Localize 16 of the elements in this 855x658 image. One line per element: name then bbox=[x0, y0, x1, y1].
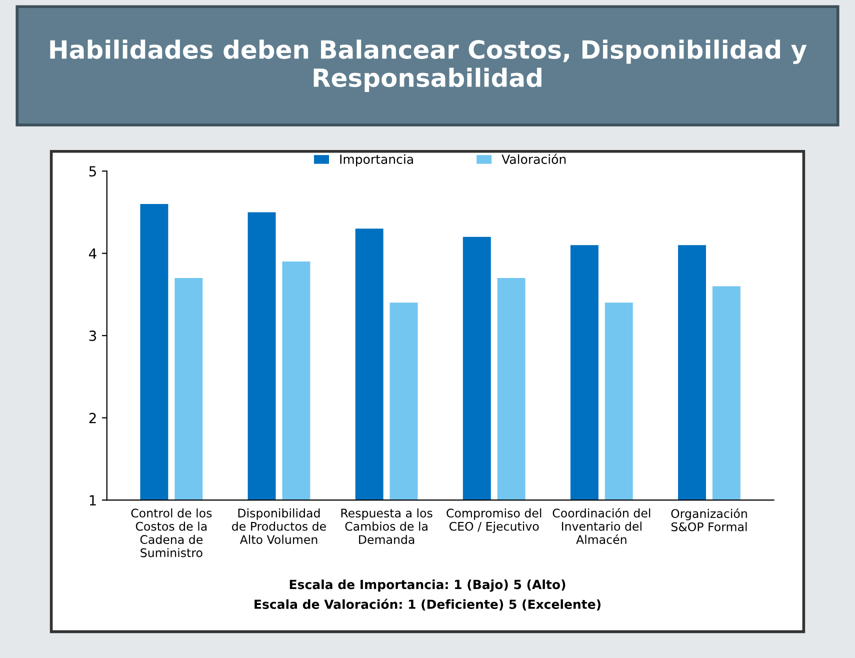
legend-label: Valoración bbox=[502, 154, 566, 164]
x-tick-label: Organización S&OP Formal bbox=[671, 508, 747, 532]
x-tick-label: Disponibilidad de Productos de Alto Volumen bbox=[232, 508, 326, 544]
legend-label: Importancia bbox=[340, 154, 413, 166]
text: Escala de Importancia: 1 (Bajo) 5 (Alto) bbox=[290, 580, 566, 592]
y-tick-label: 5 bbox=[89, 166, 96, 177]
y-tick-label: 1 bbox=[90, 495, 96, 506]
x-tick-label: Coordinación del Inventario del Almacén bbox=[552, 508, 650, 544]
chart-title: Habilidades deben Balancear Costos, Disponibilidad y Responsabilidad bbox=[50, 40, 807, 92]
y-tick-label: 3 bbox=[89, 330, 96, 342]
x-tick-label: Respuesta a los Cambios de la Demanda bbox=[341, 508, 432, 544]
y-tick-label: 4 bbox=[88, 248, 96, 259]
text: Escala de Valoración: 1 (Deficiente) 5 (Excelente) bbox=[254, 598, 600, 610]
x-tick-label: Compromiso del CEO / Ejecutivo bbox=[446, 508, 542, 534]
y-tick-label: 2 bbox=[89, 412, 96, 424]
x-tick-label: Control de los Costos de la Cadena de Suministro bbox=[131, 508, 212, 558]
